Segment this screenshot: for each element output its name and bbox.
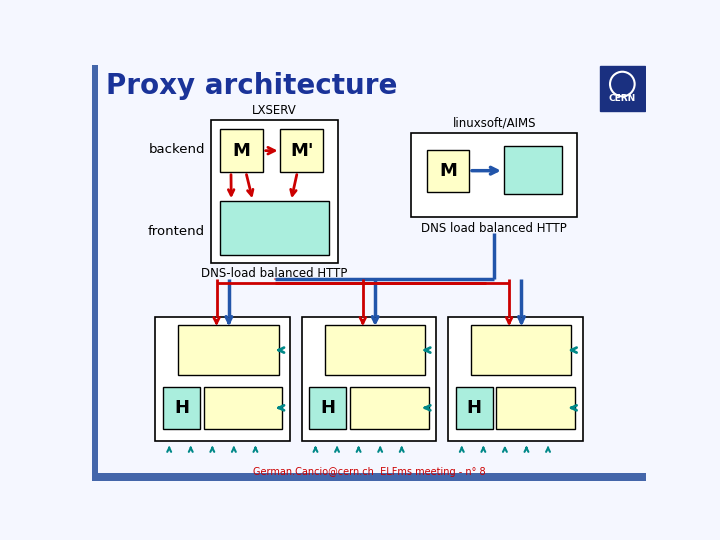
Bar: [179, 325, 279, 375]
Bar: [92, 65, 98, 481]
Bar: [456, 387, 492, 429]
Bar: [310, 387, 346, 429]
Bar: [281, 130, 323, 172]
Bar: [204, 387, 282, 429]
Bar: [156, 318, 290, 441]
Bar: [411, 132, 577, 217]
Text: Proxy architecture: Proxy architecture: [106, 72, 397, 100]
Text: M: M: [439, 161, 457, 180]
Bar: [92, 473, 647, 481]
Bar: [427, 150, 469, 192]
Bar: [504, 146, 562, 194]
Text: H: H: [174, 399, 189, 417]
Text: backend: backend: [148, 143, 205, 156]
Text: LXSERV: LXSERV: [252, 104, 297, 117]
Bar: [600, 66, 644, 111]
Text: H: H: [467, 399, 482, 417]
Bar: [350, 387, 428, 429]
Text: M': M': [290, 141, 313, 160]
Bar: [496, 387, 575, 429]
Bar: [211, 120, 338, 262]
Bar: [325, 325, 425, 375]
Bar: [448, 318, 582, 441]
Text: DNS-load balanced HTTP: DNS-load balanced HTTP: [202, 267, 348, 280]
Text: CERN: CERN: [608, 94, 636, 103]
Text: linuxsoft/AIMS: linuxsoft/AIMS: [452, 117, 536, 130]
Bar: [220, 130, 263, 172]
Bar: [163, 387, 200, 429]
Text: H: H: [320, 399, 336, 417]
Bar: [471, 325, 571, 375]
Bar: [302, 318, 436, 441]
Text: German.Cancio@cern.ch  ELFms meeting - n° 8: German.Cancio@cern.ch ELFms meeting - n°…: [253, 467, 485, 477]
Text: frontend: frontend: [148, 225, 205, 238]
Text: DNS load balanced HTTP: DNS load balanced HTTP: [421, 222, 567, 235]
Text: M: M: [233, 141, 251, 160]
Bar: [220, 201, 329, 255]
